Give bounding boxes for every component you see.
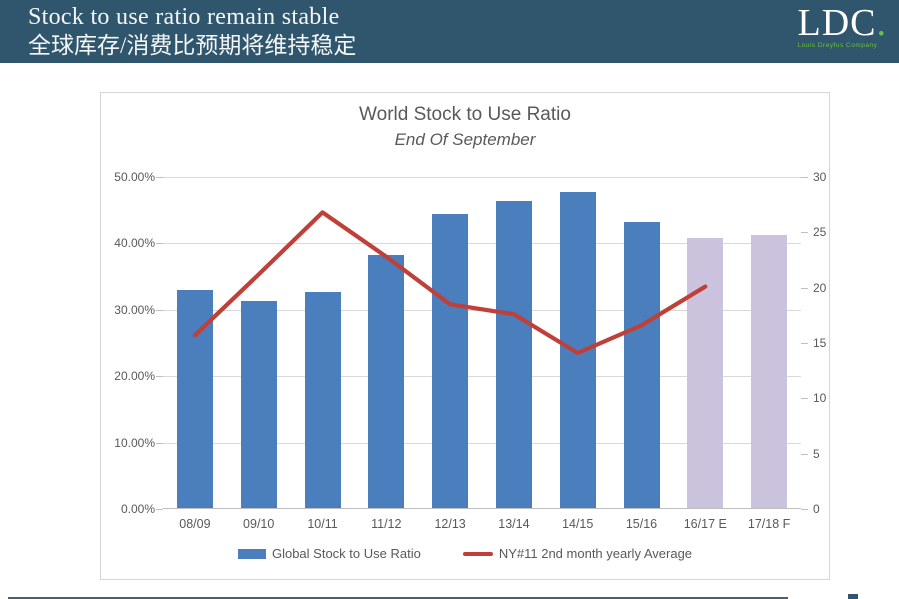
y-axis-label-left: 40.00% xyxy=(114,236,155,251)
y-axis-label-right: 5 xyxy=(813,446,820,461)
right-axis-tick xyxy=(801,232,808,234)
y-axis-label-right: 25 xyxy=(813,225,827,240)
bar xyxy=(751,235,788,508)
x-axis-label: 09/10 xyxy=(243,517,275,531)
trend-line xyxy=(192,210,708,356)
legend-label-bars: Global Stock to Use Ratio xyxy=(271,546,421,561)
bar xyxy=(368,255,405,508)
chart-legend: Global Stock to Use Ratio NY#11 2nd mont… xyxy=(101,546,829,561)
bar xyxy=(623,221,660,508)
legend-item-bars: Global Stock to Use Ratio xyxy=(237,546,421,561)
right-axis-tick xyxy=(801,453,808,455)
y-axis-label-right: 20 xyxy=(813,280,827,295)
left-axis-tick xyxy=(156,376,163,378)
right-axis-tick xyxy=(801,398,808,400)
ldc-logo-wordmark: LDC. xyxy=(797,2,887,44)
gridline xyxy=(163,442,801,444)
footer-page-mark xyxy=(848,594,858,599)
y-axis-label-left: 10.00% xyxy=(114,435,155,450)
gridline xyxy=(163,243,801,245)
ldc-logo: LDC. Louis Dreyfus Company xyxy=(798,4,888,50)
right-axis-tick xyxy=(801,343,808,344)
slide-header: Stock to use ratio remain stable 全球库存/消费… xyxy=(0,0,899,63)
slide-title-chinese: 全球库存/消费比预期将维持稳定 xyxy=(28,33,357,58)
y-axis-label-left: 0.00% xyxy=(120,502,155,516)
slide-title-english: Stock to use ratio remain stable xyxy=(28,4,340,30)
header-titles: Stock to use ratio remain stable 全球库存/消费… xyxy=(28,3,356,60)
gridline xyxy=(163,376,801,378)
plot-area xyxy=(156,177,808,510)
footer-divider-line xyxy=(8,597,788,599)
y-axis-label-left: 50.00% xyxy=(114,170,155,184)
chart-subtitle: End Of September xyxy=(394,130,536,149)
legend-item-line: NY#11 2nd month yearly Average xyxy=(462,546,693,561)
right-axis-tick xyxy=(801,287,808,289)
x-axis-label: 16/17 E xyxy=(683,517,727,531)
left-axis-tick xyxy=(156,243,163,245)
y-axis-label-right: 15 xyxy=(813,336,827,350)
x-axis-label: 11/12 xyxy=(371,517,402,531)
left-axis-tick xyxy=(156,442,163,444)
bar xyxy=(687,237,724,508)
ldc-logo-subtext: Louis Dreyfus Company xyxy=(797,42,878,49)
bar xyxy=(432,213,469,508)
legend-label-line: NY#11 2nd month yearly Average xyxy=(498,546,693,561)
line-series-swatch xyxy=(462,551,493,556)
bar xyxy=(495,200,532,508)
left-axis-tick xyxy=(156,509,163,510)
trend-line-layer xyxy=(192,210,708,356)
gridline xyxy=(163,177,801,178)
x-axis-label: 10/11 xyxy=(307,517,338,531)
y-axis-label-right: 10 xyxy=(813,391,827,406)
right-axis-tick xyxy=(801,509,808,510)
left-axis-tick xyxy=(156,177,163,178)
y-axis-label-right: 30 xyxy=(813,170,827,184)
right-axis-tick xyxy=(801,177,808,178)
x-axis-label: 08/09 xyxy=(179,517,211,531)
y-axis-label-left: 30.00% xyxy=(114,302,155,317)
x-axis-label: 15/16 xyxy=(625,517,658,531)
bar xyxy=(304,292,341,508)
ldc-logo-green-dot: . xyxy=(876,2,887,44)
x-axis-label: 13/14 xyxy=(498,517,530,531)
y-axis-label-left: 20.00% xyxy=(114,369,155,384)
chart-title: World Stock to Use Ratio xyxy=(359,104,571,125)
bar-series-swatch xyxy=(237,548,266,559)
left-axis-tick xyxy=(156,309,163,311)
x-axis-label: 17/18 F xyxy=(747,517,791,531)
x-axis-line xyxy=(163,508,801,509)
x-axis-label: 12/13 xyxy=(434,517,466,531)
bar xyxy=(240,300,277,508)
x-axis-label: 14/15 xyxy=(562,517,594,531)
y-axis-label-right: 0 xyxy=(813,502,820,516)
chart-card: World Stock to Use Ratio End Of Septembe… xyxy=(100,92,830,580)
